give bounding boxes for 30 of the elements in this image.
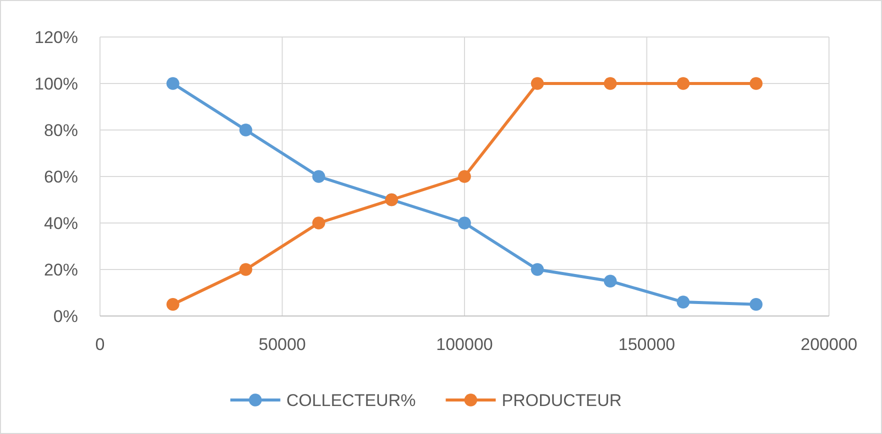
y-tick-label: 0%: [53, 306, 78, 326]
y-tick-label: 60%: [44, 167, 78, 186]
y-tick-label: 20%: [44, 260, 78, 280]
point: [530, 263, 544, 276]
point: [604, 77, 617, 90]
point: [458, 216, 471, 230]
point: [166, 77, 180, 90]
x-tick-label: 50000: [258, 335, 306, 354]
point: [166, 298, 180, 311]
point: [239, 263, 252, 276]
x-tick-label: 100000: [436, 335, 493, 354]
point: [239, 124, 252, 136]
point: [750, 298, 763, 311]
y-tick-label: 80%: [44, 120, 78, 140]
point: [312, 216, 326, 230]
point: [458, 170, 471, 183]
point: [676, 77, 690, 90]
legend-label: PRODUCTEUR: [502, 390, 622, 410]
point: [676, 296, 690, 308]
x-tick-label: 200000: [800, 335, 858, 354]
y-tick-label: 120%: [34, 28, 78, 47]
point: [312, 170, 326, 183]
y-tick-label: 40%: [44, 214, 78, 233]
x-tick-label: 150000: [618, 335, 676, 354]
point: [604, 274, 617, 288]
y-tick-label: 100%: [34, 74, 78, 94]
point: [750, 77, 763, 90]
legend-label: COLLECTEUR%: [286, 390, 416, 410]
x-tick-label: 0: [95, 335, 105, 354]
point: [530, 77, 544, 90]
